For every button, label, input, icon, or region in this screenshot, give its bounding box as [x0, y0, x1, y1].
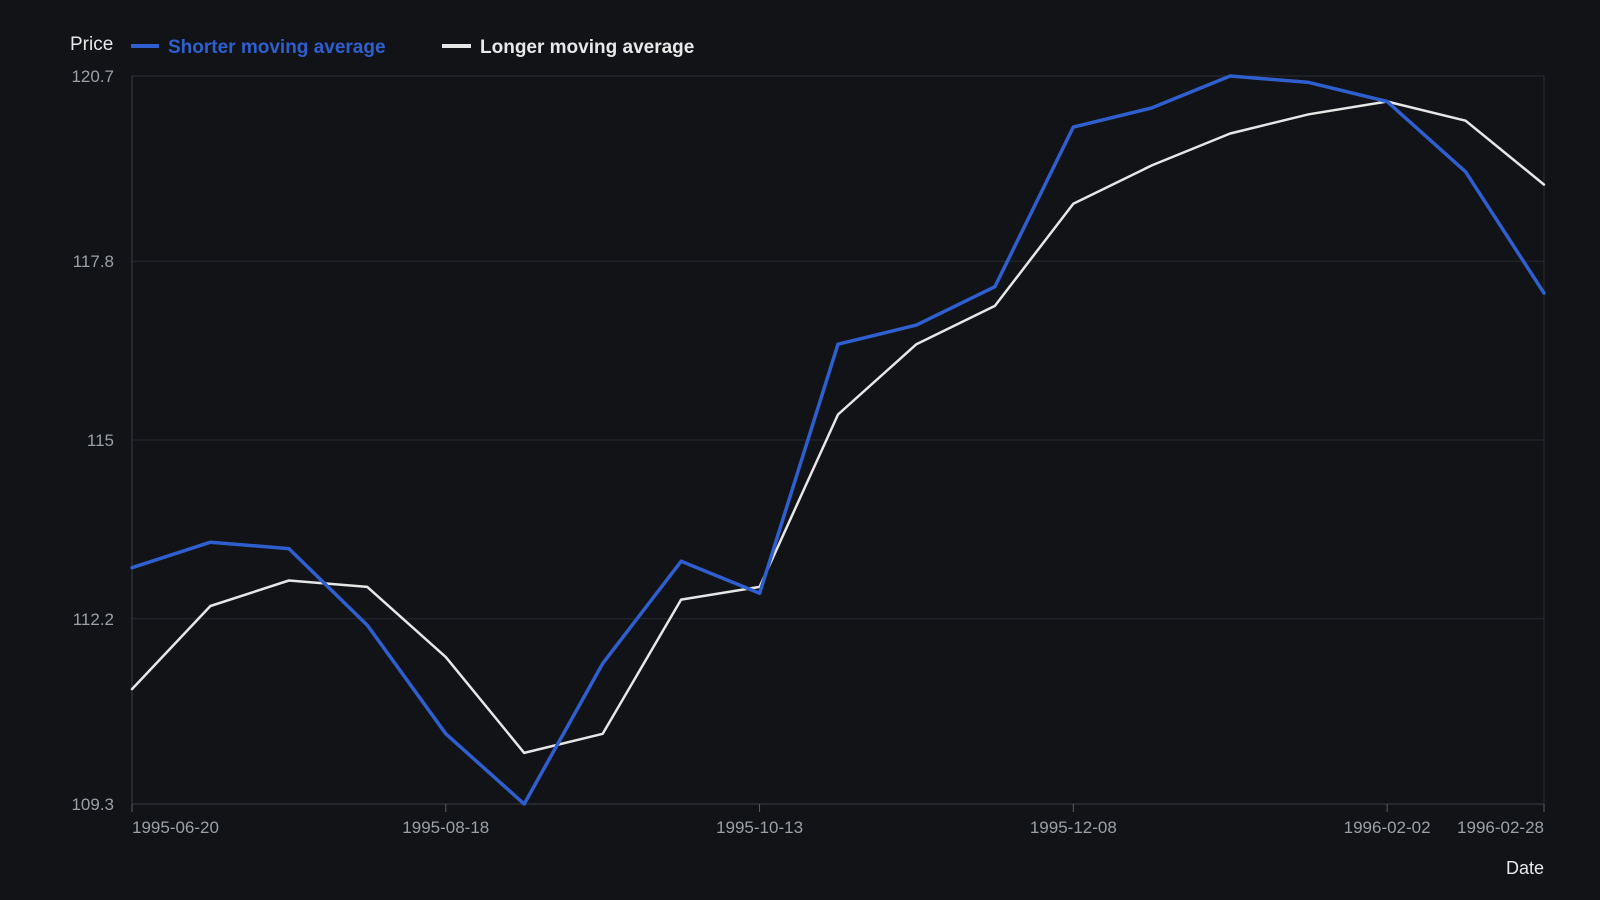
series-line-longer — [130, 100, 1546, 755]
legend: Shorter moving average Longer moving ave… — [131, 37, 694, 58]
y-tick-label: 117.8 — [73, 252, 114, 271]
y-axis-label: Price — [70, 34, 113, 55]
x-tick-label: 1995-08-18 — [402, 818, 489, 837]
y-tick-label: 109.3 — [71, 795, 114, 814]
series-lines — [130, 74, 1546, 806]
legend-item-longer[interactable]: Longer moving average — [442, 37, 694, 58]
grid-lines — [132, 260, 1544, 620]
x-tick-label: 1996-02-28 — [1457, 818, 1544, 837]
series-line-shorter — [130, 74, 1546, 806]
x-tick-label: 1995-06-20 — [132, 818, 219, 837]
x-tick-label: 1996-02-02 — [1344, 818, 1431, 837]
y-tick-label: 120.7 — [71, 67, 114, 86]
legend-item-shorter[interactable]: Shorter moving average — [131, 37, 386, 58]
legend-label-longer: Longer moving average — [480, 37, 694, 58]
y-tick-label: 115 — [87, 431, 114, 450]
axes — [131, 75, 1545, 812]
y-tick-label: 112.2 — [73, 610, 114, 629]
legend-label-shorter: Shorter moving average — [168, 37, 386, 58]
x-tick-label: 1995-12-08 — [1030, 818, 1117, 837]
tick-labels: 109.3 112.2 115 117.8 120.7 1995-06-20 1995-08… — [71, 67, 1544, 837]
x-axis-label: Date — [1506, 858, 1544, 878]
x-tick-label: 1995-10-13 — [716, 818, 803, 837]
